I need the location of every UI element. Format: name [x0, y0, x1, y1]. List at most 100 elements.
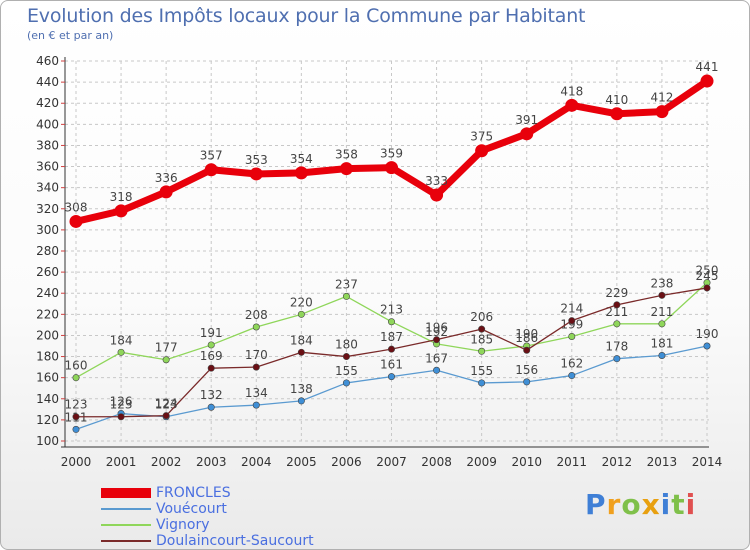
y-tick-label: 320 — [36, 202, 59, 216]
data-label-doulaincourt-saucourt: 170 — [245, 348, 268, 362]
logo-letter: o — [621, 488, 642, 521]
data-point-vignory — [207, 341, 215, 349]
data-point-doulaincourt-saucourt — [162, 412, 170, 420]
data-label-doulaincourt-saucourt: 187 — [380, 330, 403, 344]
data-point-vou-court — [523, 378, 531, 386]
chart-subtitle: (en € et par an) — [27, 29, 114, 42]
x-tick-label: 2002 — [151, 455, 182, 469]
data-point-vignory — [297, 310, 305, 318]
data-label-vou-court: 161 — [380, 358, 403, 372]
x-tick-label: 2001 — [106, 455, 137, 469]
y-tick-label: 280 — [36, 244, 59, 258]
logo-letter: r — [606, 488, 622, 521]
data-label-froncles: 358 — [335, 148, 358, 162]
data-label-doulaincourt-saucourt: 123 — [65, 398, 88, 412]
data-label-doulaincourt-saucourt: 238 — [650, 276, 673, 290]
data-point-froncles — [294, 166, 308, 180]
y-tick-label: 220 — [36, 307, 59, 321]
y-tick-label: 360 — [36, 160, 59, 174]
x-tick-label: 2008 — [421, 455, 452, 469]
data-label-doulaincourt-saucourt: 124 — [155, 397, 178, 411]
y-tick-label: 120 — [36, 413, 59, 427]
data-label-doulaincourt-saucourt: 206 — [470, 310, 493, 324]
data-label-vignory: 199 — [560, 318, 583, 332]
data-label-vignory: 192 — [425, 325, 448, 339]
data-point-vignory — [162, 356, 170, 364]
data-point-vignory — [117, 348, 125, 356]
data-label-froncles: 359 — [380, 147, 403, 161]
data-point-vignory — [387, 318, 395, 326]
data-label-vignory: 211 — [605, 305, 628, 319]
data-point-doulaincourt-saucourt — [478, 325, 486, 333]
data-point-froncles — [114, 204, 128, 218]
y-tick-label: 300 — [36, 223, 59, 237]
data-label-doulaincourt-saucourt: 184 — [290, 333, 313, 347]
data-label-doulaincourt-saucourt: 186 — [515, 331, 538, 345]
data-point-vignory — [658, 320, 666, 328]
data-point-doulaincourt-saucourt — [568, 317, 576, 325]
data-point-vou-court — [703, 342, 711, 350]
data-label-froncles: 391 — [515, 113, 538, 127]
data-point-vou-court — [568, 372, 576, 380]
legend-swatch — [101, 524, 151, 526]
data-point-froncles — [385, 161, 398, 175]
data-point-froncles — [159, 185, 173, 199]
data-label-froncles: 336 — [155, 171, 178, 185]
data-label-vignory: 250 — [696, 264, 719, 278]
x-tick-label: 2009 — [466, 455, 497, 469]
data-label-froncles: 410 — [605, 93, 628, 107]
data-label-froncles: 318 — [110, 190, 133, 204]
logo-letter: i — [685, 488, 697, 521]
legend-label: Doulaincourt-Saucourt — [156, 533, 314, 549]
y-tick-label: 100 — [36, 434, 59, 448]
data-label-vignory: 184 — [110, 333, 133, 347]
data-label-vou-court: 132 — [200, 388, 223, 402]
x-tick-label: 2003 — [196, 455, 227, 469]
data-point-vou-court — [297, 397, 305, 405]
x-tick-label: 2013 — [647, 455, 678, 469]
legend-label: FRONCLES — [156, 485, 231, 501]
data-point-doulaincourt-saucourt — [523, 346, 531, 354]
data-label-froncles: 308 — [65, 200, 88, 214]
data-label-vignory: 177 — [155, 341, 178, 355]
data-point-doulaincourt-saucourt — [613, 301, 621, 309]
x-tick-label: 2005 — [286, 455, 317, 469]
data-point-doulaincourt-saucourt — [72, 413, 80, 421]
proxiti-logo: Proxiti — [585, 488, 696, 521]
data-point-vignory — [613, 320, 621, 328]
data-label-vou-court: 138 — [290, 382, 313, 396]
y-tick-label: 420 — [36, 96, 59, 110]
legend-item-froncles: FRONCLES — [101, 485, 314, 501]
data-label-doulaincourt-saucourt: 229 — [605, 286, 628, 300]
data-point-doulaincourt-saucourt — [658, 291, 666, 299]
legend-item-vignory: Vignory — [101, 517, 314, 533]
data-point-doulaincourt-saucourt — [433, 336, 441, 344]
data-label-doulaincourt-saucourt: 214 — [560, 302, 583, 316]
data-point-froncles — [430, 188, 444, 202]
x-tick-label: 2011 — [557, 455, 588, 469]
y-tick-label: 200 — [36, 328, 59, 342]
data-label-vou-court: 155 — [470, 364, 493, 378]
legend-swatch — [101, 488, 151, 498]
data-label-doulaincourt-saucourt: 245 — [696, 269, 719, 283]
data-label-froncles: 441 — [696, 60, 719, 74]
x-tick-label: 2000 — [61, 455, 92, 469]
data-point-froncles — [204, 163, 218, 177]
data-point-vou-court — [478, 379, 486, 387]
x-tick-label: 2007 — [376, 455, 407, 469]
data-label-vou-court: 167 — [425, 351, 448, 365]
data-label-froncles: 353 — [245, 153, 268, 167]
chart-title: Evolution des Impôts locaux pour la Comm… — [27, 5, 586, 27]
data-label-vou-court: 190 — [696, 327, 719, 341]
y-tick-label: 400 — [36, 117, 59, 131]
data-label-froncles: 333 — [425, 174, 448, 188]
data-point-vou-court — [658, 351, 666, 359]
data-point-froncles — [339, 162, 353, 176]
legend: FRONCLES Vouécourt Vignory Doulaincourt-… — [101, 485, 314, 549]
logo-letter: x — [641, 488, 661, 521]
data-point-froncles — [520, 127, 534, 141]
data-point-doulaincourt-saucourt — [387, 345, 395, 353]
data-point-doulaincourt-saucourt — [207, 364, 215, 372]
data-point-vou-court — [72, 425, 80, 433]
